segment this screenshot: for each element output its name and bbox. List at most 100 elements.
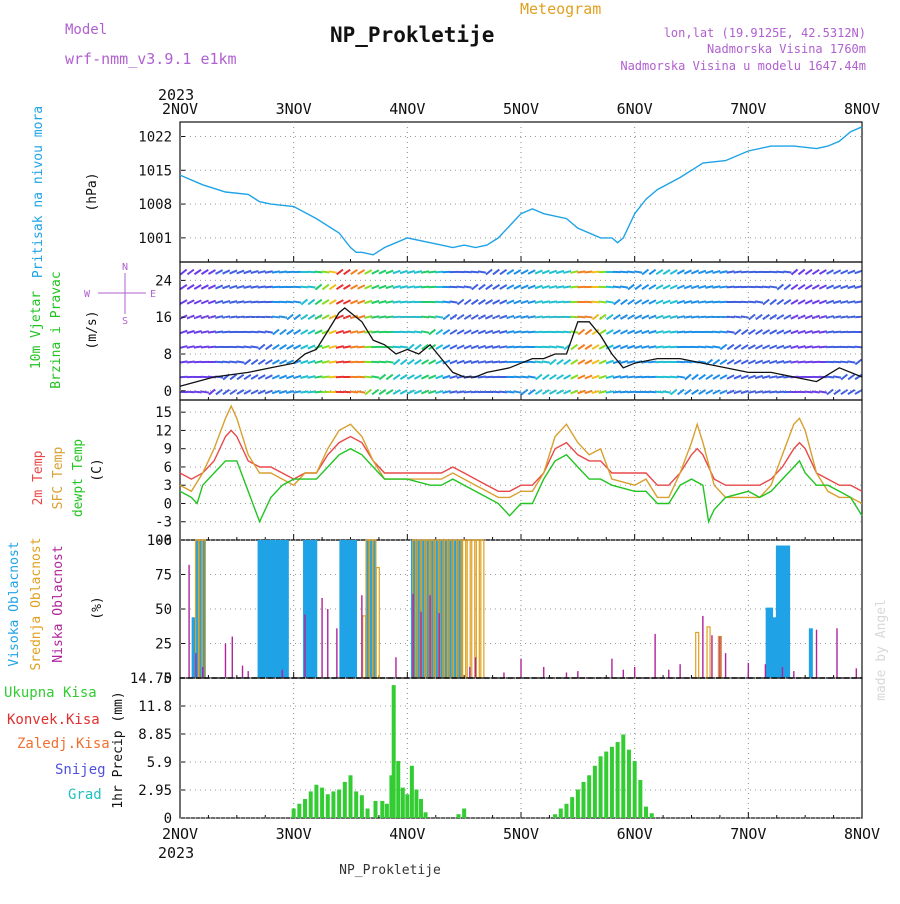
wind-barb: [705, 346, 713, 347]
wind-barb: [500, 300, 507, 303]
wind-barb: [222, 286, 230, 289]
wind-barb: [407, 332, 415, 333]
wind-barb: [777, 300, 784, 305]
wind-barb: [187, 285, 194, 289]
footer-title: NP_Prokletije: [339, 863, 441, 878]
x-tick-top: 8NOV: [844, 100, 880, 118]
wind-barb: [613, 376, 621, 378]
wind-barb: [798, 346, 806, 348]
wind-barb: [393, 271, 401, 274]
wind-barb: [414, 286, 422, 287]
wind-barb: [229, 361, 237, 362]
wind-barb: [648, 362, 656, 363]
wind-barb: [336, 331, 344, 333]
wind-barb: [698, 271, 706, 274]
wind-barb: [428, 391, 436, 393]
temp-ylabel-2m: 2m Temp: [31, 450, 46, 505]
wind-barb: [620, 361, 628, 363]
wind-barb: [506, 331, 514, 333]
wind-barb: [549, 271, 557, 274]
wind-barb: [343, 346, 351, 347]
wind-barb: [400, 302, 408, 303]
wind-barb: [635, 300, 642, 304]
y-tick-label: 11.8: [138, 699, 172, 715]
precip-bar: [424, 812, 428, 818]
wind-barb: [365, 285, 372, 288]
wind-barb: [407, 271, 415, 273]
wind-barb: [315, 361, 323, 363]
wind-barb: [478, 346, 486, 348]
precip-bar: [638, 780, 642, 818]
wind-barb: [698, 347, 706, 348]
legend-frozen: Zaledj.Kisa: [17, 736, 110, 752]
wind-barb: [244, 286, 252, 288]
wind-barb: [415, 345, 421, 350]
wind-barb: [642, 285, 649, 289]
wind-barb: [364, 301, 372, 304]
cloud-low-bar: [242, 666, 243, 678]
wind-barb: [571, 345, 577, 350]
wind-barb: [620, 392, 628, 393]
wind-barb: [833, 332, 841, 333]
wind-barb: [585, 360, 592, 364]
wind-barb: [421, 375, 428, 378]
compass-n: N: [122, 262, 128, 273]
wind-barb: [521, 301, 529, 303]
wind-barb: [486, 285, 493, 290]
wind-barb: [762, 391, 770, 392]
cloud-low-bar: [520, 659, 521, 678]
wind-barb: [187, 346, 195, 348]
wind-barb: [671, 389, 677, 394]
wind-barb: [215, 331, 223, 332]
wind-barb: [222, 332, 230, 333]
wind-barb: [479, 285, 485, 290]
wind-barb: [528, 362, 536, 363]
wind-barb: [812, 392, 820, 393]
wind-barb: [741, 360, 748, 364]
precip-bar: [326, 794, 330, 818]
wind-barb: [734, 271, 742, 272]
precip-bar: [610, 747, 614, 818]
wind-barb: [229, 301, 237, 303]
wind-barb: [542, 271, 549, 274]
wind-barb: [315, 272, 323, 273]
wind-barb: [357, 331, 365, 333]
cloud-high-bar: [442, 540, 446, 678]
wind-barb: [670, 301, 678, 304]
pressure-ylabel: Pritisak na nivou mora: [31, 106, 46, 278]
wind-barb: [251, 332, 259, 333]
cloud-high-bar: [278, 540, 282, 678]
wind-barb: [414, 331, 422, 332]
wind-barb: [386, 390, 393, 394]
wind-barb: [634, 377, 642, 378]
wind-barb: [180, 331, 188, 334]
wind-barb: [506, 391, 514, 392]
wind-barb: [407, 286, 415, 287]
y-tick-label: 0: [164, 384, 172, 400]
model-elevation-text: Nadmorska Visina u modelu 1647.44m: [620, 59, 866, 73]
wind-barb: [712, 346, 720, 347]
wind-barb: [621, 300, 628, 305]
wind-barb: [222, 362, 230, 363]
wind-barb: [379, 270, 386, 273]
page-title: NP_Prokletije: [330, 23, 494, 47]
wind-barb: [187, 270, 193, 275]
temp-ylabel-sfc: SFC Temp: [51, 447, 66, 510]
wind-barb: [421, 331, 429, 332]
wind-barb: [621, 315, 628, 319]
wind-barb: [777, 346, 785, 349]
wind-barb: [812, 300, 819, 303]
wind-barb: [357, 316, 365, 318]
wind-barb: [336, 346, 344, 348]
wind-barb: [727, 375, 734, 378]
wind-barb: [435, 391, 443, 393]
wind-barb: [542, 286, 550, 288]
wind-barb: [364, 377, 372, 378]
wind-barb: [613, 391, 621, 392]
wind-barb: [371, 362, 379, 363]
wind-barb: [251, 302, 259, 303]
wind-barb: [371, 376, 379, 377]
wind-barb: [344, 270, 351, 275]
wind-barb: [741, 376, 748, 379]
